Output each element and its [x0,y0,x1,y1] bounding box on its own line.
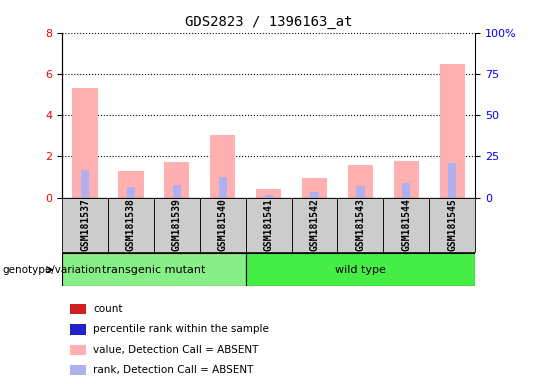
Text: GSM181538: GSM181538 [126,198,136,251]
Bar [429,198,475,252]
Bar [265,195,273,198]
Text: count: count [93,304,123,314]
Bar [256,189,281,198]
Bar [440,64,465,198]
Bar [310,192,319,198]
Text: percentile rank within the sample: percentile rank within the sample [93,324,269,334]
Bar [292,198,338,252]
Bar [154,198,200,252]
Bar [127,187,135,198]
Bar [448,163,456,198]
Text: GSM181540: GSM181540 [218,198,228,251]
Bar [356,186,365,198]
Bar [81,170,89,198]
Bar [118,171,144,198]
Bar [394,161,419,198]
Text: transgenic mutant: transgenic mutant [102,265,206,275]
Bar [219,177,227,198]
Bar [70,365,86,375]
Bar [348,165,373,198]
Text: rank, Detection Call = ABSENT: rank, Detection Call = ABSENT [93,365,253,375]
Bar [338,198,383,252]
Bar [108,198,154,252]
Text: GSM181545: GSM181545 [447,198,457,251]
Bar [70,324,86,334]
Bar [210,135,235,198]
Text: GSM181543: GSM181543 [355,198,366,251]
Bar [302,178,327,198]
Bar [72,88,98,198]
Text: value, Detection Call = ABSENT: value, Detection Call = ABSENT [93,345,259,355]
Title: GDS2823 / 1396163_at: GDS2823 / 1396163_at [185,15,353,29]
Bar [246,253,475,286]
Text: GSM181541: GSM181541 [264,198,274,251]
Bar [62,198,108,252]
Text: wild type: wild type [335,265,386,275]
Text: GSM181544: GSM181544 [401,198,411,251]
Bar [173,185,181,198]
Text: GSM181539: GSM181539 [172,198,182,251]
Bar [383,198,429,252]
Text: GSM181537: GSM181537 [80,198,90,251]
Bar [70,304,86,314]
Bar [62,253,246,286]
Bar [246,198,292,252]
Text: genotype/variation: genotype/variation [3,265,102,275]
Bar [164,162,190,198]
Text: GSM181542: GSM181542 [309,198,320,251]
Bar [402,183,410,198]
Bar [200,198,246,252]
Bar [70,345,86,355]
